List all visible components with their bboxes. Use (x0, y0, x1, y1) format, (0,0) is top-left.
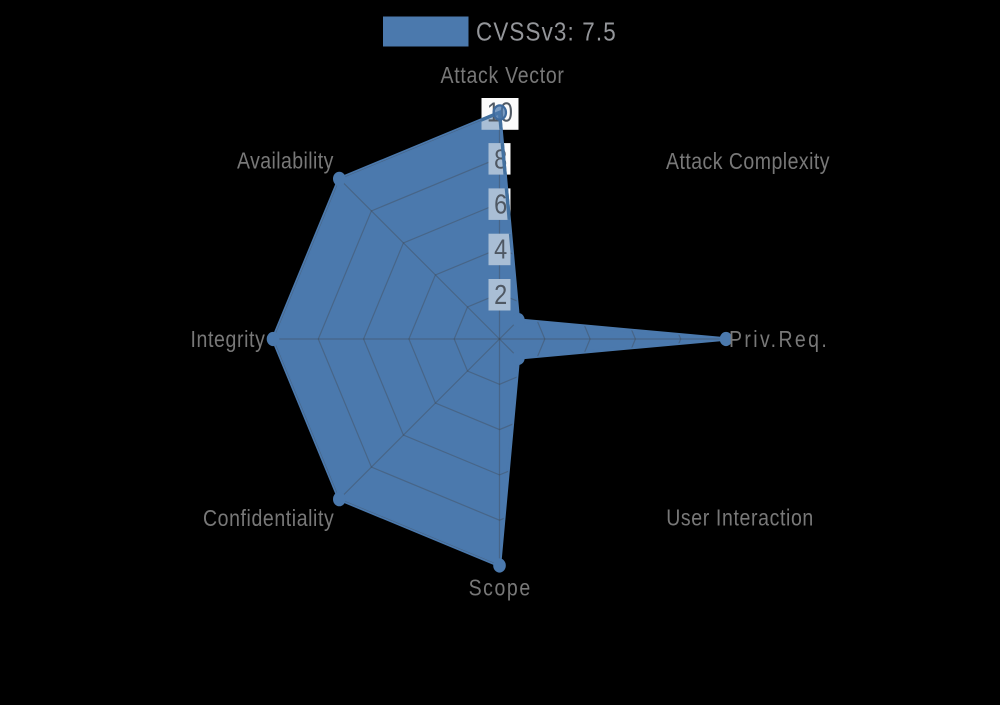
svg-text:6: 6 (494, 190, 507, 220)
svg-text:Availability: Availability (237, 149, 334, 174)
svg-text:User Interaction: User Interaction (666, 506, 814, 531)
svg-text:Scope: Scope (469, 576, 532, 601)
svg-text:CVSSv3: 7.5: CVSSv3: 7.5 (476, 18, 617, 47)
svg-text:Priv.Req.: Priv.Req. (729, 328, 829, 353)
svg-text:Integrity: Integrity (191, 328, 266, 353)
svg-text:Attack Complexity: Attack Complexity (666, 150, 830, 175)
svg-text:2: 2 (494, 280, 507, 310)
svg-text:4: 4 (494, 235, 507, 265)
svg-text:Confidentiality: Confidentiality (203, 507, 334, 532)
svg-text:Attack Vector: Attack Vector (441, 64, 565, 89)
